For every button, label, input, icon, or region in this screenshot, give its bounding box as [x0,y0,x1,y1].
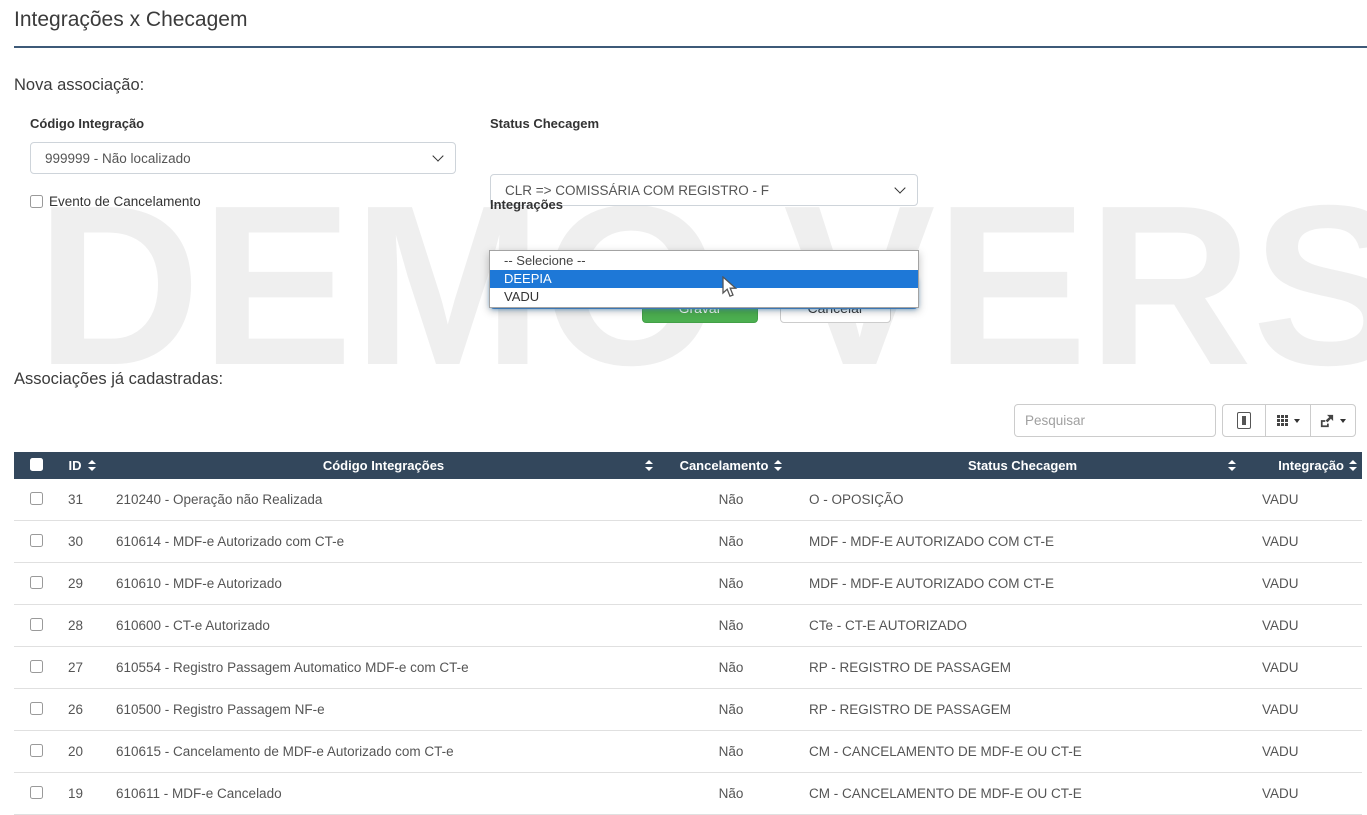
evento-cancelamento-checkbox[interactable] [30,195,43,208]
toggle-view-icon [1237,412,1251,429]
table-row: 31 210240 - Operação não Realizada Não O… [14,479,1362,521]
row-checkbox[interactable] [29,743,43,757]
select-all-header [14,452,58,479]
chevron-down-icon [894,182,906,194]
status-checagem-value: CLR => COMISSÁRIA COM REGISTRO - F [505,182,770,198]
column-header-integracao[interactable]: Integração [1244,452,1362,479]
columns-grid-icon [1276,415,1288,426]
title-divider [14,46,1367,48]
row-checkbox[interactable] [29,785,43,799]
table-header-row: ID Código Integrações Cancelamento Statu… [14,452,1362,479]
status-checagem-label: Status Checagem [490,116,600,131]
integracoes-dropdown-list: -- Selecione -- DEEPIA VADU [489,250,919,308]
row-checkbox[interactable] [29,491,43,505]
chevron-down-icon [1340,418,1346,423]
sort-icon [1349,460,1357,471]
table-toolbar-button-group [1222,404,1356,437]
registered-associations-title: Associações já cadastradas: [14,370,224,388]
table-row: 29 610610 - MDF-e Autorizado Não MDF - M… [14,562,1362,605]
dropdown-option-vadu[interactable]: VADU [504,289,540,304]
evento-cancelamento-label: Evento de Cancelamento [49,194,201,209]
toggle-view-button[interactable] [1222,404,1266,437]
chevron-down-icon [1293,418,1300,423]
dropdown-option-deepia[interactable]: DEEPIA [490,270,918,288]
row-checkbox[interactable] [29,617,43,631]
sort-icon [1228,460,1236,471]
mouse-cursor-icon [722,276,738,298]
table-row: 26 610500 - Registro Passagem NF-e Não R… [14,688,1362,731]
page-title: Integrações x Checagem [14,8,248,31]
dropdown-option-selecione[interactable]: -- Selecione -- [504,253,586,268]
export-button[interactable] [1310,404,1356,437]
integracoes-label: Integrações [490,197,563,212]
table-row: 27 610554 - Registro Passagem Automatico… [14,646,1362,689]
row-checkbox[interactable] [29,701,43,715]
row-checkbox[interactable] [29,659,43,673]
column-header-id[interactable]: ID [58,452,106,479]
chevron-down-icon [432,150,444,162]
column-header-cancelamento[interactable]: Cancelamento [661,452,801,479]
codigo-integracao-select[interactable]: 999999 - Não localizado [30,142,456,174]
status-checagem-select[interactable]: CLR => COMISSÁRIA COM REGISTRO - F [490,174,918,206]
column-header-status-checagem[interactable]: Status Checagem [801,452,1244,479]
columns-button[interactable] [1265,404,1311,437]
associations-table: ID Código Integrações Cancelamento Statu… [14,452,1362,815]
table-row: 30 610614 - MDF-e Autorizado com CT-e Nã… [14,520,1362,563]
search-input[interactable] [1014,404,1216,437]
table-row: 28 610600 - CT-e Autorizado Não CTe - CT… [14,604,1362,647]
sort-icon [645,460,653,471]
export-icon [1320,414,1334,427]
row-checkbox[interactable] [29,575,43,589]
select-all-checkbox[interactable] [29,457,43,471]
codigo-integracao-label: Código Integração [30,116,145,131]
table-row: 19 610611 - MDF-e Cancelado Não CM - CAN… [14,772,1362,815]
sort-icon [774,460,783,471]
row-checkbox[interactable] [29,533,43,547]
codigo-integracao-value: 999999 - Não localizado [45,150,191,166]
sort-icon [87,460,96,471]
new-association-title: Nova associação: [14,76,145,94]
table-row: 20 610615 - Cancelamento de MDF-e Autori… [14,730,1362,773]
evento-cancelamento-row[interactable]: Evento de Cancelamento [30,194,201,209]
column-header-codigo-integracoes[interactable]: Código Integrações [106,452,661,479]
